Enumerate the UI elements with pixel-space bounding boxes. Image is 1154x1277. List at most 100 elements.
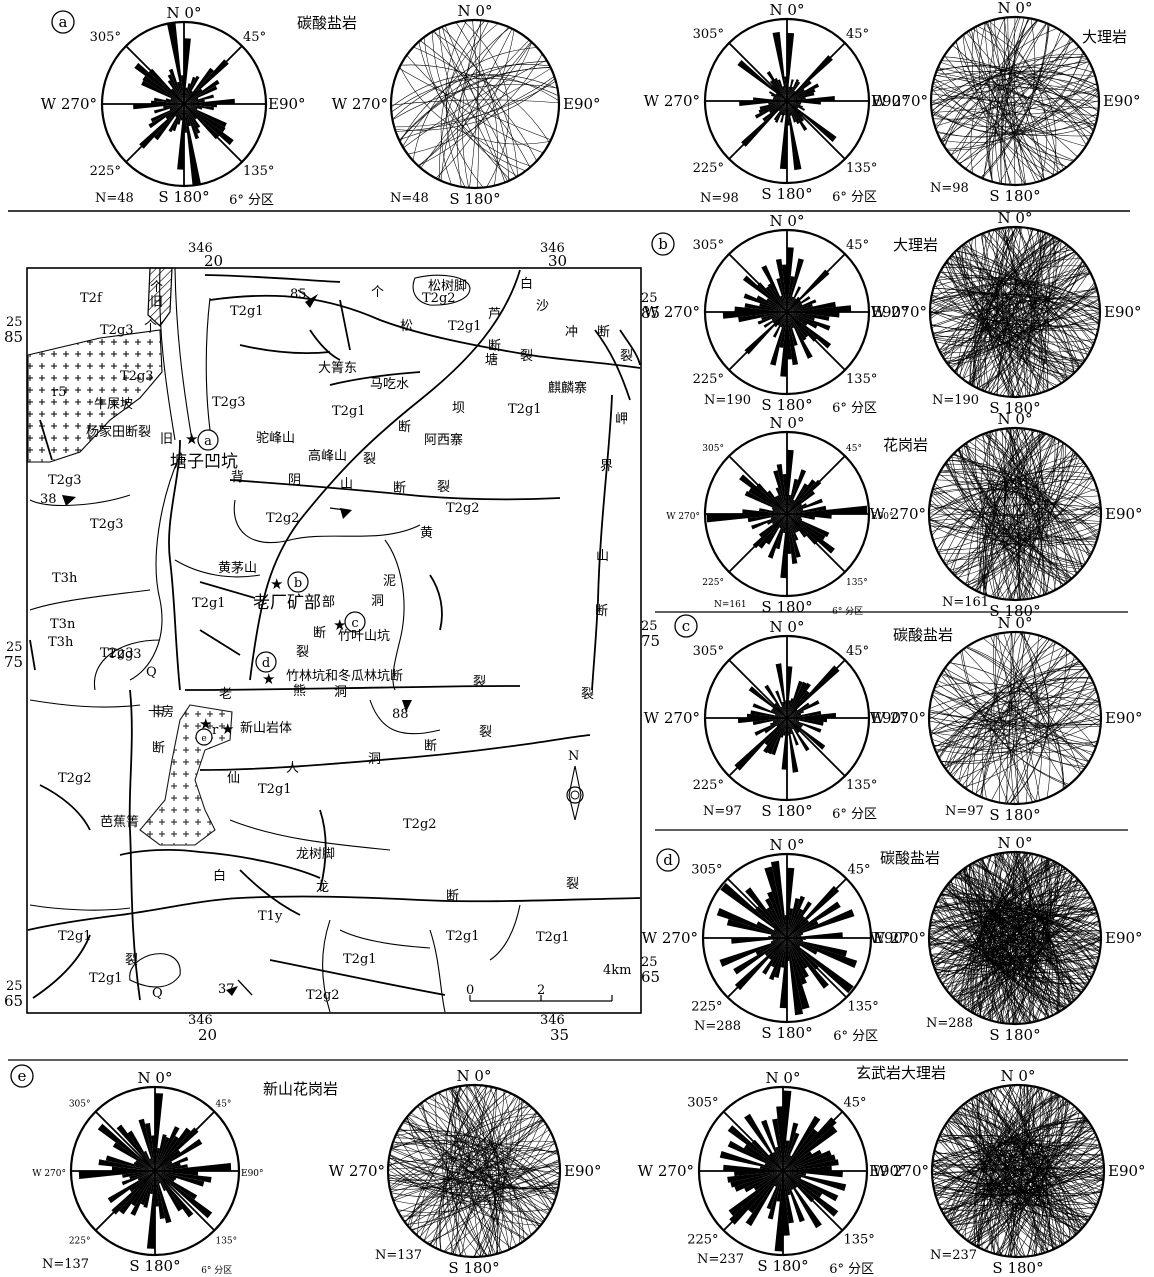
great-circle [960, 651, 1070, 785]
great-circle [418, 41, 532, 167]
great-circle [419, 40, 531, 168]
rose-petal [744, 1113, 783, 1171]
great-circle [404, 1119, 544, 1223]
great-circle [936, 1134, 1100, 1199]
rose-petal [787, 101, 801, 106]
great-circle [932, 692, 1098, 744]
panel-c-n2: N=97 [945, 804, 984, 819]
strata-code: T2g2 [266, 511, 300, 526]
rose-petal [787, 514, 801, 558]
rose-petal [743, 1144, 783, 1171]
great-circle [947, 459, 1083, 568]
rose-petal [780, 718, 787, 738]
rose-petal [787, 938, 810, 1010]
great-circle [462, 20, 482, 188]
rose-petal [730, 1171, 783, 1188]
fault-char: 白 [520, 276, 533, 292]
rose-petal [776, 278, 787, 312]
rose-petal [728, 1171, 783, 1216]
great-circle [981, 858, 1049, 1018]
scale-4km: 4km [603, 963, 631, 978]
rose-label-w: W 270° [32, 1169, 66, 1179]
great-circle [421, 1102, 527, 1240]
great-circle [432, 31, 518, 177]
great-circle [983, 432, 1044, 596]
stereo-label-e: E90° [564, 1162, 602, 1180]
fault-char: 断 [313, 626, 326, 641]
great-circle [931, 915, 1099, 966]
great-circle [1007, 428, 1031, 600]
rose-petal [781, 718, 787, 770]
stereo-label-s: S 180° [989, 399, 1040, 417]
rose-petal [787, 86, 794, 101]
rose-label-45: 45° [843, 1096, 866, 1111]
rose-petal [155, 1138, 203, 1171]
rose-petal [787, 920, 819, 938]
coord-right-1a: 25 [641, 291, 658, 306]
rose-label-135: 135° [846, 578, 868, 588]
coord-bot-1a: 346 [188, 1013, 213, 1028]
great-circle [388, 1158, 560, 1178]
rose-petal [149, 1158, 155, 1171]
great-circle [1007, 17, 1023, 185]
rose-petal [742, 275, 787, 312]
great-circle [931, 89, 1099, 113]
great-circle [393, 1141, 555, 1201]
rose-petal [738, 312, 787, 323]
great-circle [954, 251, 1076, 373]
map-mark-a: a [204, 434, 212, 449]
great-circle [945, 667, 1085, 769]
rose-petal [774, 714, 787, 718]
panel-a-header: a 碳酸盐岩 大理岩 N=48 N=48 N=98 N=98 [51, 10, 1127, 206]
great-circle [439, 27, 511, 181]
rose-petal [111, 1166, 155, 1171]
great-circle [1011, 851, 1036, 1025]
great-circle [392, 84, 558, 121]
great-circle [388, 1165, 560, 1194]
rose-petal [169, 104, 184, 111]
rose-label-135: 135° [243, 164, 274, 179]
rose-petal [155, 1126, 180, 1171]
map-coordinates: 346 20 346 30 346 20 346 35 25 85 25 75 … [4, 241, 660, 1044]
great-circle [933, 485, 1097, 543]
rose-petal [787, 96, 835, 101]
fault-char: 岬 [615, 412, 628, 427]
rose-petal [142, 75, 184, 104]
rose-petal [787, 718, 822, 733]
rose-label-225: 225° [691, 999, 722, 1014]
rose-petal [764, 718, 787, 734]
fault-char: 裂 [566, 877, 579, 892]
rose-petal [779, 514, 787, 529]
great-circle [962, 445, 1068, 583]
great-circle [932, 1159, 1104, 1182]
panel-b-bottom-n: N=161 [714, 600, 747, 610]
rose-petal [148, 104, 184, 129]
great-circle [387, 1140, 561, 1176]
rose-petal [783, 1171, 847, 1191]
strata-code: T2g1 [192, 596, 226, 611]
great-circle [968, 240, 1062, 384]
great-circle [402, 61, 548, 147]
rose-label-w: W 270° [638, 1162, 694, 1180]
rose-petal [756, 921, 787, 938]
great-circle [391, 1142, 557, 1196]
great-circle [389, 1154, 559, 1201]
rose-label-s: S 180° [761, 598, 812, 616]
stereo-label-s: S 180° [989, 806, 1040, 824]
great-circle [419, 1104, 529, 1238]
great-circle [993, 631, 1019, 805]
rose-petal [168, 104, 184, 133]
rose-petal [172, 104, 184, 132]
great-circle [932, 1150, 1104, 1181]
great-circle [946, 462, 1084, 566]
rose-petal [121, 1171, 155, 1186]
rose-petal [769, 938, 787, 981]
rose-label-305: 305° [693, 238, 724, 253]
great-circle [958, 448, 1072, 580]
great-circle [944, 55, 1086, 147]
rose-petal [774, 1171, 783, 1252]
great-circle [933, 288, 1098, 339]
rose-petal [772, 312, 787, 338]
rose-petal [141, 80, 184, 104]
rose-petal [119, 1171, 155, 1215]
